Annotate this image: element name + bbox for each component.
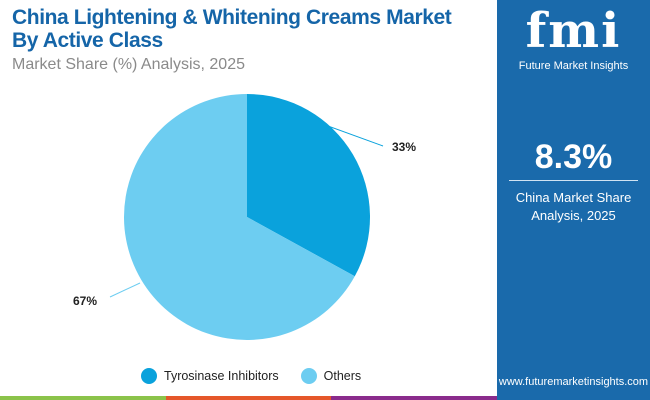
legend: Tyrosinase Inhibitors Others (141, 368, 361, 384)
legend-label: Tyrosinase Inhibitors (164, 369, 279, 383)
fmi-logo: fmi (525, 4, 622, 58)
legend-swatch (141, 368, 157, 384)
title-line-1: China Lightening & Whitening Creams Mark… (12, 6, 452, 29)
legend-item-others[interactable]: Others (300, 368, 362, 384)
caption-line-1: China Market Share (515, 190, 632, 205)
pie-chart: 33% 67% (73, 94, 416, 340)
leader-line-1 (109, 282, 141, 298)
logo-text: Future Market Insights (518, 60, 629, 72)
divider (509, 180, 638, 181)
data-label-1: 67% (73, 294, 97, 308)
chart-title: China Lightening & Whitening Creams Mark… (12, 6, 452, 52)
data-label-0: 33% (392, 140, 416, 154)
stat-caption: China Market Share Analysis, 2025 (497, 189, 650, 225)
stat-value: 8.3% (534, 138, 613, 176)
pie-slice-1[interactable] (124, 94, 355, 340)
pie-slice-0[interactable] (247, 94, 371, 277)
legend-item-tyrosinase[interactable]: Tyrosinase Inhibitors (141, 368, 279, 384)
strip-green (0, 396, 166, 400)
chart-subtitle: Market Share (%) Analysis, 2025 (12, 56, 245, 73)
side-panel: fmi Future Market Insights 8.3% China Ma… (497, 0, 650, 400)
strip-purple (331, 396, 498, 400)
legend-label: Others (323, 369, 362, 383)
caption-line-2: Analysis, 2025 (531, 208, 616, 223)
title-line-2: By Active Class (12, 29, 163, 52)
legend-swatch (300, 368, 317, 384)
website-link[interactable]: www.futuremarketinsights.com (498, 376, 649, 388)
strip-orange (165, 396, 332, 400)
leader-line-0 (322, 123, 384, 147)
color-strip (0, 396, 498, 400)
